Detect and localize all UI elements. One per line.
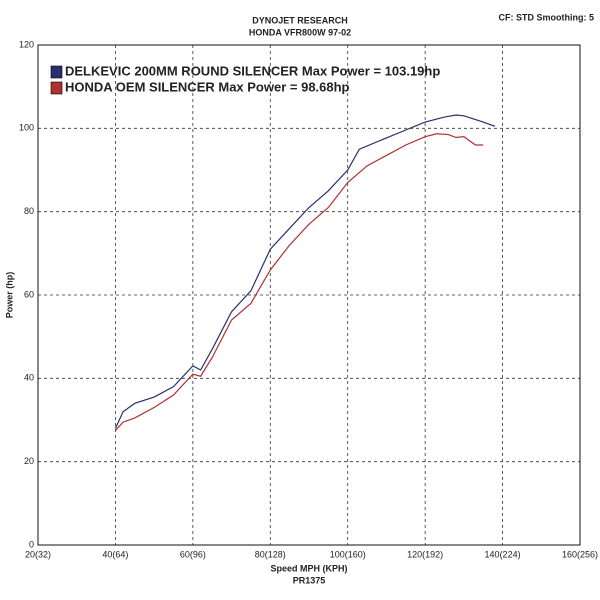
chart-title: DYNOJET RESEARCH [252,15,348,25]
x-tick-label: 80(128) [255,549,286,559]
run-id: PR1375 [293,575,326,585]
y-tick-label: 0 [29,539,34,549]
y-tick-label: 20 [24,456,34,466]
x-tick-label: 140(224) [485,549,521,559]
series-line [114,114,496,429]
x-axis-label: Speed MPH (KPH) [270,563,347,573]
plot-frame [37,44,581,546]
y-tick-label: 40 [24,373,34,383]
y-tick-label: 60 [24,289,34,299]
settings-note: CF: STD Smoothing: 5 [499,12,595,22]
y-tick-label: 80 [24,206,34,216]
x-tick-label: 160(256) [562,549,598,559]
legend-swatch [50,65,63,79]
x-tick-label: 40(64) [102,549,128,559]
series-line [114,133,484,431]
legend-swatch [50,81,63,95]
y-tick-label: 100 [19,123,34,133]
y-axis-label: Power (hp) [4,272,14,319]
chart-subtitle: HONDA VFR800W 97-02 [249,27,351,37]
x-tick-label: 100(160) [330,549,366,559]
x-tick-label: 20(32) [25,549,51,559]
x-tick-label: 60(96) [180,549,206,559]
y-tick-label: 120 [19,39,34,49]
legend-label: HONDA OEM SILENCER Max Power = 98.68hp [65,79,350,94]
x-tick-label: 120(192) [407,549,443,559]
legend-label: DELKEVIC 200MM ROUND SILENCER Max Power … [65,63,440,78]
